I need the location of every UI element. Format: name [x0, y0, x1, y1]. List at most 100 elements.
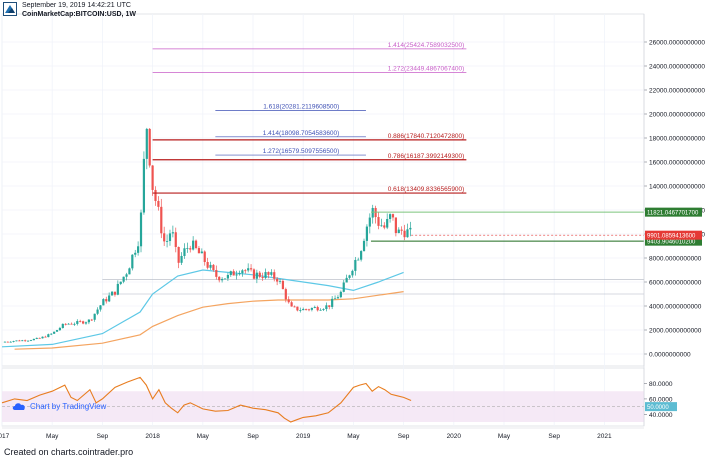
candle-body	[168, 233, 172, 242]
candle-body	[26, 340, 30, 342]
candle-body	[261, 276, 264, 279]
candle-body	[276, 278, 279, 282]
candle-body	[400, 229, 403, 231]
time-axis-label: 2021	[597, 433, 612, 440]
candle-body	[145, 128, 148, 159]
candle-body	[206, 262, 209, 268]
candle-body	[252, 269, 256, 279]
price-axis[interactable]: 0.0000000000 2000.0000000000 4000.00000000…	[643, 14, 705, 426]
candle-body	[278, 280, 282, 282]
rsi-pane[interactable]	[1, 376, 644, 423]
level-tag	[645, 207, 702, 217]
price-axis-label: 18000.0000000000	[649, 136, 705, 143]
candle-body	[362, 240, 366, 252]
candle-body	[79, 321, 82, 322]
candle-body	[203, 251, 206, 263]
tradingview-badge[interactable]: Chart by TradingView	[12, 402, 106, 411]
candle-body	[81, 321, 85, 324]
candle-body	[365, 226, 369, 241]
candle-body	[110, 291, 114, 296]
candle-body	[316, 307, 319, 311]
candle-body	[386, 218, 389, 228]
ma-slow-line	[14, 291, 404, 350]
candle-body	[348, 275, 351, 278]
rsi-axis-label: 60.0000	[649, 396, 673, 403]
candle-body	[183, 248, 186, 256]
candle-body	[96, 309, 99, 314]
candle-body	[336, 297, 340, 299]
candle-body	[99, 305, 102, 310]
chart-grid	[1, 13, 645, 427]
price-axis-label: 2000.0000000000	[649, 328, 702, 335]
candle-body	[18, 340, 21, 342]
candle-body	[119, 281, 122, 284]
fib-level-label: 0.618(13409.8336565900)	[388, 186, 465, 193]
candle-body	[293, 306, 296, 308]
time-axis-label: Sep	[398, 433, 410, 440]
candle-body	[32, 338, 35, 341]
fib-level-label: 0.886(17840.7120472800)	[388, 133, 465, 140]
candle-body	[142, 158, 146, 213]
candle-body	[44, 336, 47, 338]
candle-body	[383, 225, 386, 228]
candle-body	[380, 225, 383, 227]
fib-level-label: 1.618(20281.2119608500)	[263, 104, 339, 111]
candle-body	[235, 274, 238, 276]
price-pane[interactable]: 1.414(25424.7589032500) 1.272(23449.48670…	[1, 42, 644, 350]
candle-body	[273, 272, 276, 279]
candle-body	[157, 200, 160, 207]
candle-body	[409, 227, 412, 230]
candle-body	[192, 240, 195, 250]
candle-body	[76, 321, 79, 324]
candle-body	[302, 308, 305, 311]
candle-body	[325, 305, 328, 310]
candle-body	[160, 206, 163, 234]
candle-body	[200, 251, 203, 254]
candle-body	[50, 333, 53, 335]
candle-body	[70, 323, 73, 325]
time-axis[interactable]: 2017 May Sep 2018 May Sep 2019 May Sep 2020 May Sep…	[0, 427, 644, 440]
rsi-line	[1, 376, 412, 423]
candle-body	[296, 306, 299, 311]
candle-body	[397, 229, 400, 234]
candle-body	[241, 270, 244, 274]
candle-body	[345, 277, 348, 283]
candle-body	[61, 323, 64, 328]
candle-body	[333, 298, 337, 300]
candle-body	[128, 268, 131, 275]
candle-body	[24, 340, 27, 342]
candle-body	[247, 268, 250, 271]
rsi-midline-label: 50.0000	[647, 405, 669, 411]
chart-timestamp: September 19, 2019 14:42:21 UTC	[22, 2, 131, 9]
candle-body	[287, 299, 290, 303]
candle-body	[360, 251, 363, 260]
candle-body	[163, 233, 166, 242]
candle-body	[15, 340, 18, 342]
candle-body	[58, 327, 62, 331]
candle-body	[73, 323, 76, 325]
candle-body	[64, 323, 67, 325]
candle-body	[90, 319, 93, 321]
candle-body	[331, 298, 334, 307]
candle-body	[342, 282, 345, 292]
candle-body	[249, 268, 253, 270]
candle-body	[218, 276, 221, 281]
candle-body	[12, 341, 15, 342]
candle-body	[270, 272, 273, 275]
footer-credit: Created on charts.cointrader.pro	[4, 447, 134, 457]
candle-body	[238, 273, 241, 275]
level-tag	[645, 236, 702, 246]
candle-body	[313, 307, 316, 308]
candle-body	[258, 272, 261, 277]
candle-body	[6, 341, 9, 343]
candle-body	[264, 272, 267, 279]
candle-body	[9, 341, 12, 343]
candle-body	[67, 323, 70, 325]
candle-body	[165, 241, 169, 242]
candle-body	[189, 248, 192, 250]
time-axis-label: 2018	[145, 433, 160, 440]
candle-body	[209, 264, 212, 268]
fib-level-label: 1.414(18098.7054583600)	[263, 130, 340, 137]
candle-body	[84, 322, 88, 324]
rsi-axis-label: 40.0000	[649, 412, 673, 419]
